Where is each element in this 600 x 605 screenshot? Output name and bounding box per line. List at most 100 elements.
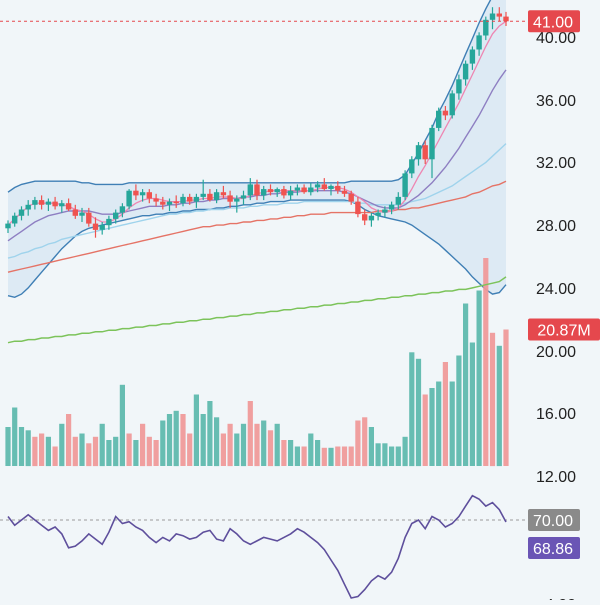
candle-body	[193, 196, 200, 202]
volume-bar	[436, 381, 442, 466]
candle-body	[139, 192, 146, 196]
rsi-value-badge	[528, 537, 580, 559]
volume-bar	[395, 446, 401, 466]
candle-body	[395, 196, 401, 205]
candle-body	[18, 209, 25, 216]
candle-body	[308, 187, 314, 193]
volume-bar	[422, 394, 428, 466]
volume-bar	[368, 427, 374, 466]
candle-body	[362, 214, 368, 221]
volume-bar	[362, 417, 368, 467]
volume-bars-layer	[5, 258, 509, 467]
volume-bar	[99, 423, 105, 467]
volume-bar	[476, 290, 482, 466]
volume-bar	[220, 433, 226, 466]
candle-body	[146, 192, 152, 199]
price-tick-label: 12.00	[536, 469, 576, 486]
volume-bar	[227, 423, 233, 467]
volume-bar	[86, 443, 92, 467]
candle-body	[160, 201, 166, 205]
volume-bar	[308, 433, 314, 466]
volume-bar	[200, 414, 206, 466]
candle-body	[72, 209, 78, 216]
candle-body	[456, 79, 462, 94]
volume-bar	[247, 401, 253, 466]
volume-bar	[489, 332, 496, 467]
volume-bar	[140, 423, 146, 467]
candles-layer	[5, 7, 509, 238]
candle-body	[5, 223, 11, 229]
candle-body	[207, 193, 213, 201]
candle-body	[483, 19, 489, 36]
candle-body	[92, 223, 99, 230]
volume-bar	[267, 430, 274, 467]
volume-bar	[52, 446, 58, 466]
candle-body	[382, 209, 388, 213]
volume-bar	[59, 423, 65, 467]
price-tick-label: 32.00	[536, 155, 576, 172]
volume-bar	[153, 440, 159, 466]
volume-bar	[496, 345, 502, 467]
volume-bar	[274, 423, 280, 467]
volume-bar	[301, 446, 307, 466]
candle-body	[409, 159, 415, 174]
candle-body	[52, 201, 58, 207]
volume-bar	[402, 436, 408, 467]
candle-body	[113, 212, 119, 219]
volume-bar	[429, 388, 435, 466]
candle-body	[368, 215, 375, 221]
price-tick-label: 36.00	[536, 93, 576, 110]
volume-bar	[106, 440, 112, 466]
volume-bar	[18, 427, 25, 466]
volume-bar	[281, 440, 287, 466]
price-tick-label: 24.00	[536, 281, 576, 298]
ma-200-line	[7, 276, 507, 344]
volume-bar	[5, 427, 11, 466]
candle-body	[173, 201, 179, 204]
rsi-line	[7, 494, 507, 599]
volume-bar	[442, 362, 448, 466]
volume-bar	[32, 436, 38, 467]
candle-body	[133, 190, 139, 196]
volume-bar	[483, 258, 489, 466]
volume-bar	[119, 384, 125, 467]
price-tick-label: 16.00	[536, 406, 576, 423]
candle-body	[335, 185, 341, 191]
volume-bar	[355, 420, 361, 466]
candle-body	[234, 198, 240, 202]
candle-body	[79, 212, 85, 216]
candle-body	[38, 200, 45, 205]
volume-bar	[261, 420, 267, 466]
candle-body	[449, 93, 455, 116]
candle-body	[328, 185, 334, 189]
candle-body	[153, 198, 159, 202]
candle-body	[240, 195, 247, 199]
volume-bar	[348, 446, 354, 466]
candle-body	[213, 192, 220, 200]
candle-body	[227, 195, 233, 202]
candle-body	[469, 49, 476, 64]
candle-body	[489, 13, 496, 20]
candle-body	[415, 145, 422, 160]
last-price-badge	[528, 10, 580, 33]
price-tick-label: 20.00	[536, 344, 576, 361]
volume-bar	[12, 407, 18, 466]
volume-bar	[45, 436, 51, 467]
candle-body	[267, 189, 274, 193]
candle-body	[442, 110, 449, 116]
candle-body	[476, 35, 482, 50]
candle-body	[119, 206, 126, 213]
volume-bar	[341, 446, 348, 466]
last-price-label: 41.00	[533, 14, 573, 31]
candle-body	[247, 184, 253, 196]
volume-bar	[254, 423, 260, 467]
volume-bar	[294, 446, 300, 466]
volume-bar	[133, 440, 139, 466]
candle-body	[462, 63, 469, 80]
candle-body	[200, 193, 206, 197]
candle-body	[12, 215, 18, 224]
volume-bar	[146, 436, 152, 467]
volume-bar	[335, 446, 341, 466]
